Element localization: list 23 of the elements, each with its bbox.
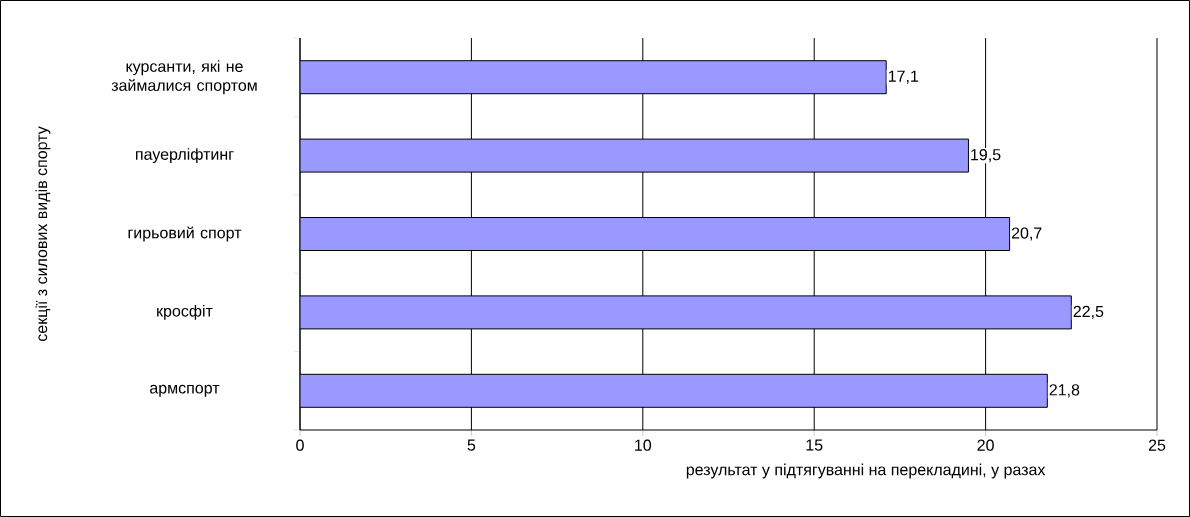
bar	[300, 373, 1048, 408]
bar	[300, 60, 887, 95]
y-tick-label: курсанти, які не займалися спортом	[111, 60, 257, 95]
data-label: 19,5	[971, 149, 1001, 163]
bar	[300, 138, 969, 173]
y-tick-label: армспорт	[150, 384, 220, 397]
bar	[300, 217, 1011, 251]
y-tick-label: пауерліфтинг	[136, 148, 234, 164]
x-tick-label: 5	[467, 439, 476, 451]
data-label: 22,5	[1073, 305, 1104, 320]
x-axis-title: результат у підтягуванні на перекладині, у разах	[686, 463, 1046, 479]
y-tick-label: гирьовий спорт	[128, 226, 242, 242]
x-tick-label: 25	[1148, 439, 1166, 451]
x-tick-label: 0	[296, 439, 304, 451]
bar	[300, 295, 1072, 330]
y-tick-label: кросфіт	[157, 304, 213, 320]
data-label: 17,1	[888, 70, 919, 84]
x-tick-label: 20	[977, 439, 994, 451]
y-axis-title: секції з силових видів спорту	[35, 126, 51, 342]
x-tick-label: 10	[635, 439, 652, 451]
data-label: 20,7	[1011, 227, 1042, 241]
data-label: 21,8	[1049, 384, 1080, 398]
x-tick-label: 15	[806, 439, 823, 451]
